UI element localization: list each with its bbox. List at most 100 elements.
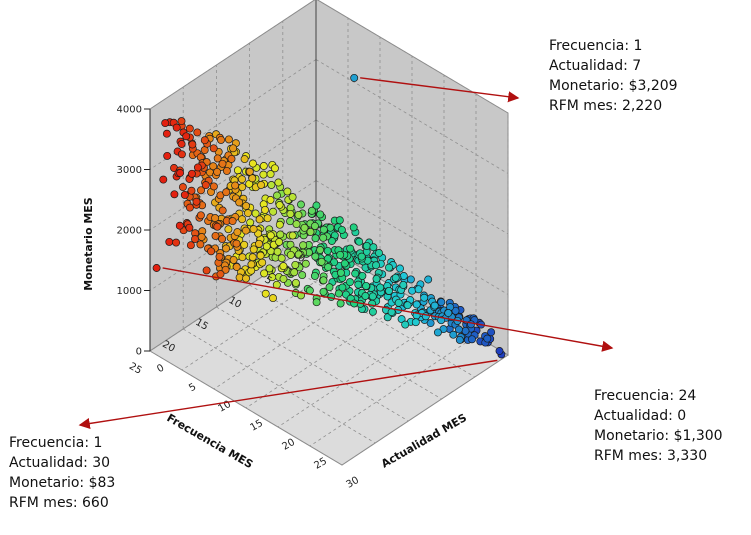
data-point [311,234,320,243]
annotation-line: Monetario: $1,300 [594,428,723,444]
data-point [288,193,297,202]
data-point [368,307,377,316]
data-point [246,218,255,227]
data-point [330,258,339,267]
x-tick-label: 0 [296,252,307,265]
data-point [224,225,233,234]
data-point [487,328,496,337]
data-point [213,167,222,176]
data-point [468,335,476,344]
data-point [290,268,299,277]
data-point [267,181,276,189]
y-tick-label: 25 [312,456,329,472]
data-point [238,183,247,192]
data-point [311,252,320,261]
grid-line-z-right [315,119,509,235]
data-point [235,198,244,207]
data-point [247,260,256,269]
data-point [424,275,433,284]
data-point [269,294,277,303]
annotation-line: Actualidad: 7 [549,58,642,74]
data-point [274,178,283,187]
data-point [257,181,266,189]
data-point [215,252,224,261]
data-point [430,301,439,310]
data-point [412,300,421,309]
data-point [218,206,227,215]
data-point [255,215,264,224]
data-point [178,183,187,192]
data-point [336,268,345,277]
arrow-right [162,267,614,352]
data-point [301,259,310,268]
data-point [406,275,415,284]
data-point [346,244,355,253]
data-point [165,237,174,246]
data-point [375,249,383,257]
data-point [256,251,265,260]
annotation-right: Frecuencia: 24 Actualidad: 0 Monetario: … [594,386,723,466]
data-point [408,286,417,295]
data-point [170,190,179,199]
data-point [233,166,242,175]
z-axis-label: Monetario MES [82,197,95,291]
data-point [451,306,460,315]
data-point [358,271,367,280]
data-point [376,283,385,292]
data-point [258,258,267,267]
data-point [298,271,307,280]
data-point [397,315,406,324]
data-point [316,246,325,254]
data-point [242,274,250,283]
data-point [209,162,218,171]
data-point [336,299,345,308]
data-point [262,242,271,251]
data-point [261,205,269,214]
data-point [217,135,225,144]
data-point [211,231,220,240]
data-point [335,216,344,225]
data-point [323,246,332,255]
annotation-top: Frecuencia: 1 Actualidad: 7 Monetario: $… [549,36,678,116]
data-point [187,186,196,195]
data-point [294,210,303,219]
data-point [209,144,218,153]
data-point [334,289,343,298]
data-point [248,159,257,168]
data-point [495,347,504,355]
data-point [241,226,250,235]
data-point [286,209,295,218]
data-point [455,335,464,344]
data-point [159,175,168,184]
annotation-arrows [78,77,614,430]
data-point [245,167,254,176]
grid-line-z-right [316,0,509,114]
data-point [291,260,300,269]
data-point [182,132,191,141]
data-point [163,151,172,160]
x-axis-label: Frecuencia MES [165,411,256,471]
data-point [260,269,269,278]
data-point [319,225,328,234]
data-point [319,276,328,285]
data-point [248,174,257,183]
data-point [372,274,381,283]
x-tick-label: 25 [127,361,144,377]
annotation-line: Frecuencia: 1 [549,38,643,54]
data-point [283,187,292,196]
data-point [273,247,282,256]
data-point [317,257,326,266]
data-point [396,264,404,273]
data-point [196,240,205,249]
data-point [261,289,270,298]
data-point [266,196,275,204]
data-point [268,273,277,282]
data-point [209,182,218,191]
data-point [351,269,360,278]
data-point [403,301,412,310]
z-tick-label: 2000 [117,226,142,237]
data-point [383,313,392,322]
data-point [461,326,470,335]
annotation-line: Actualidad: 30 [9,455,111,471]
data-point [233,228,242,237]
